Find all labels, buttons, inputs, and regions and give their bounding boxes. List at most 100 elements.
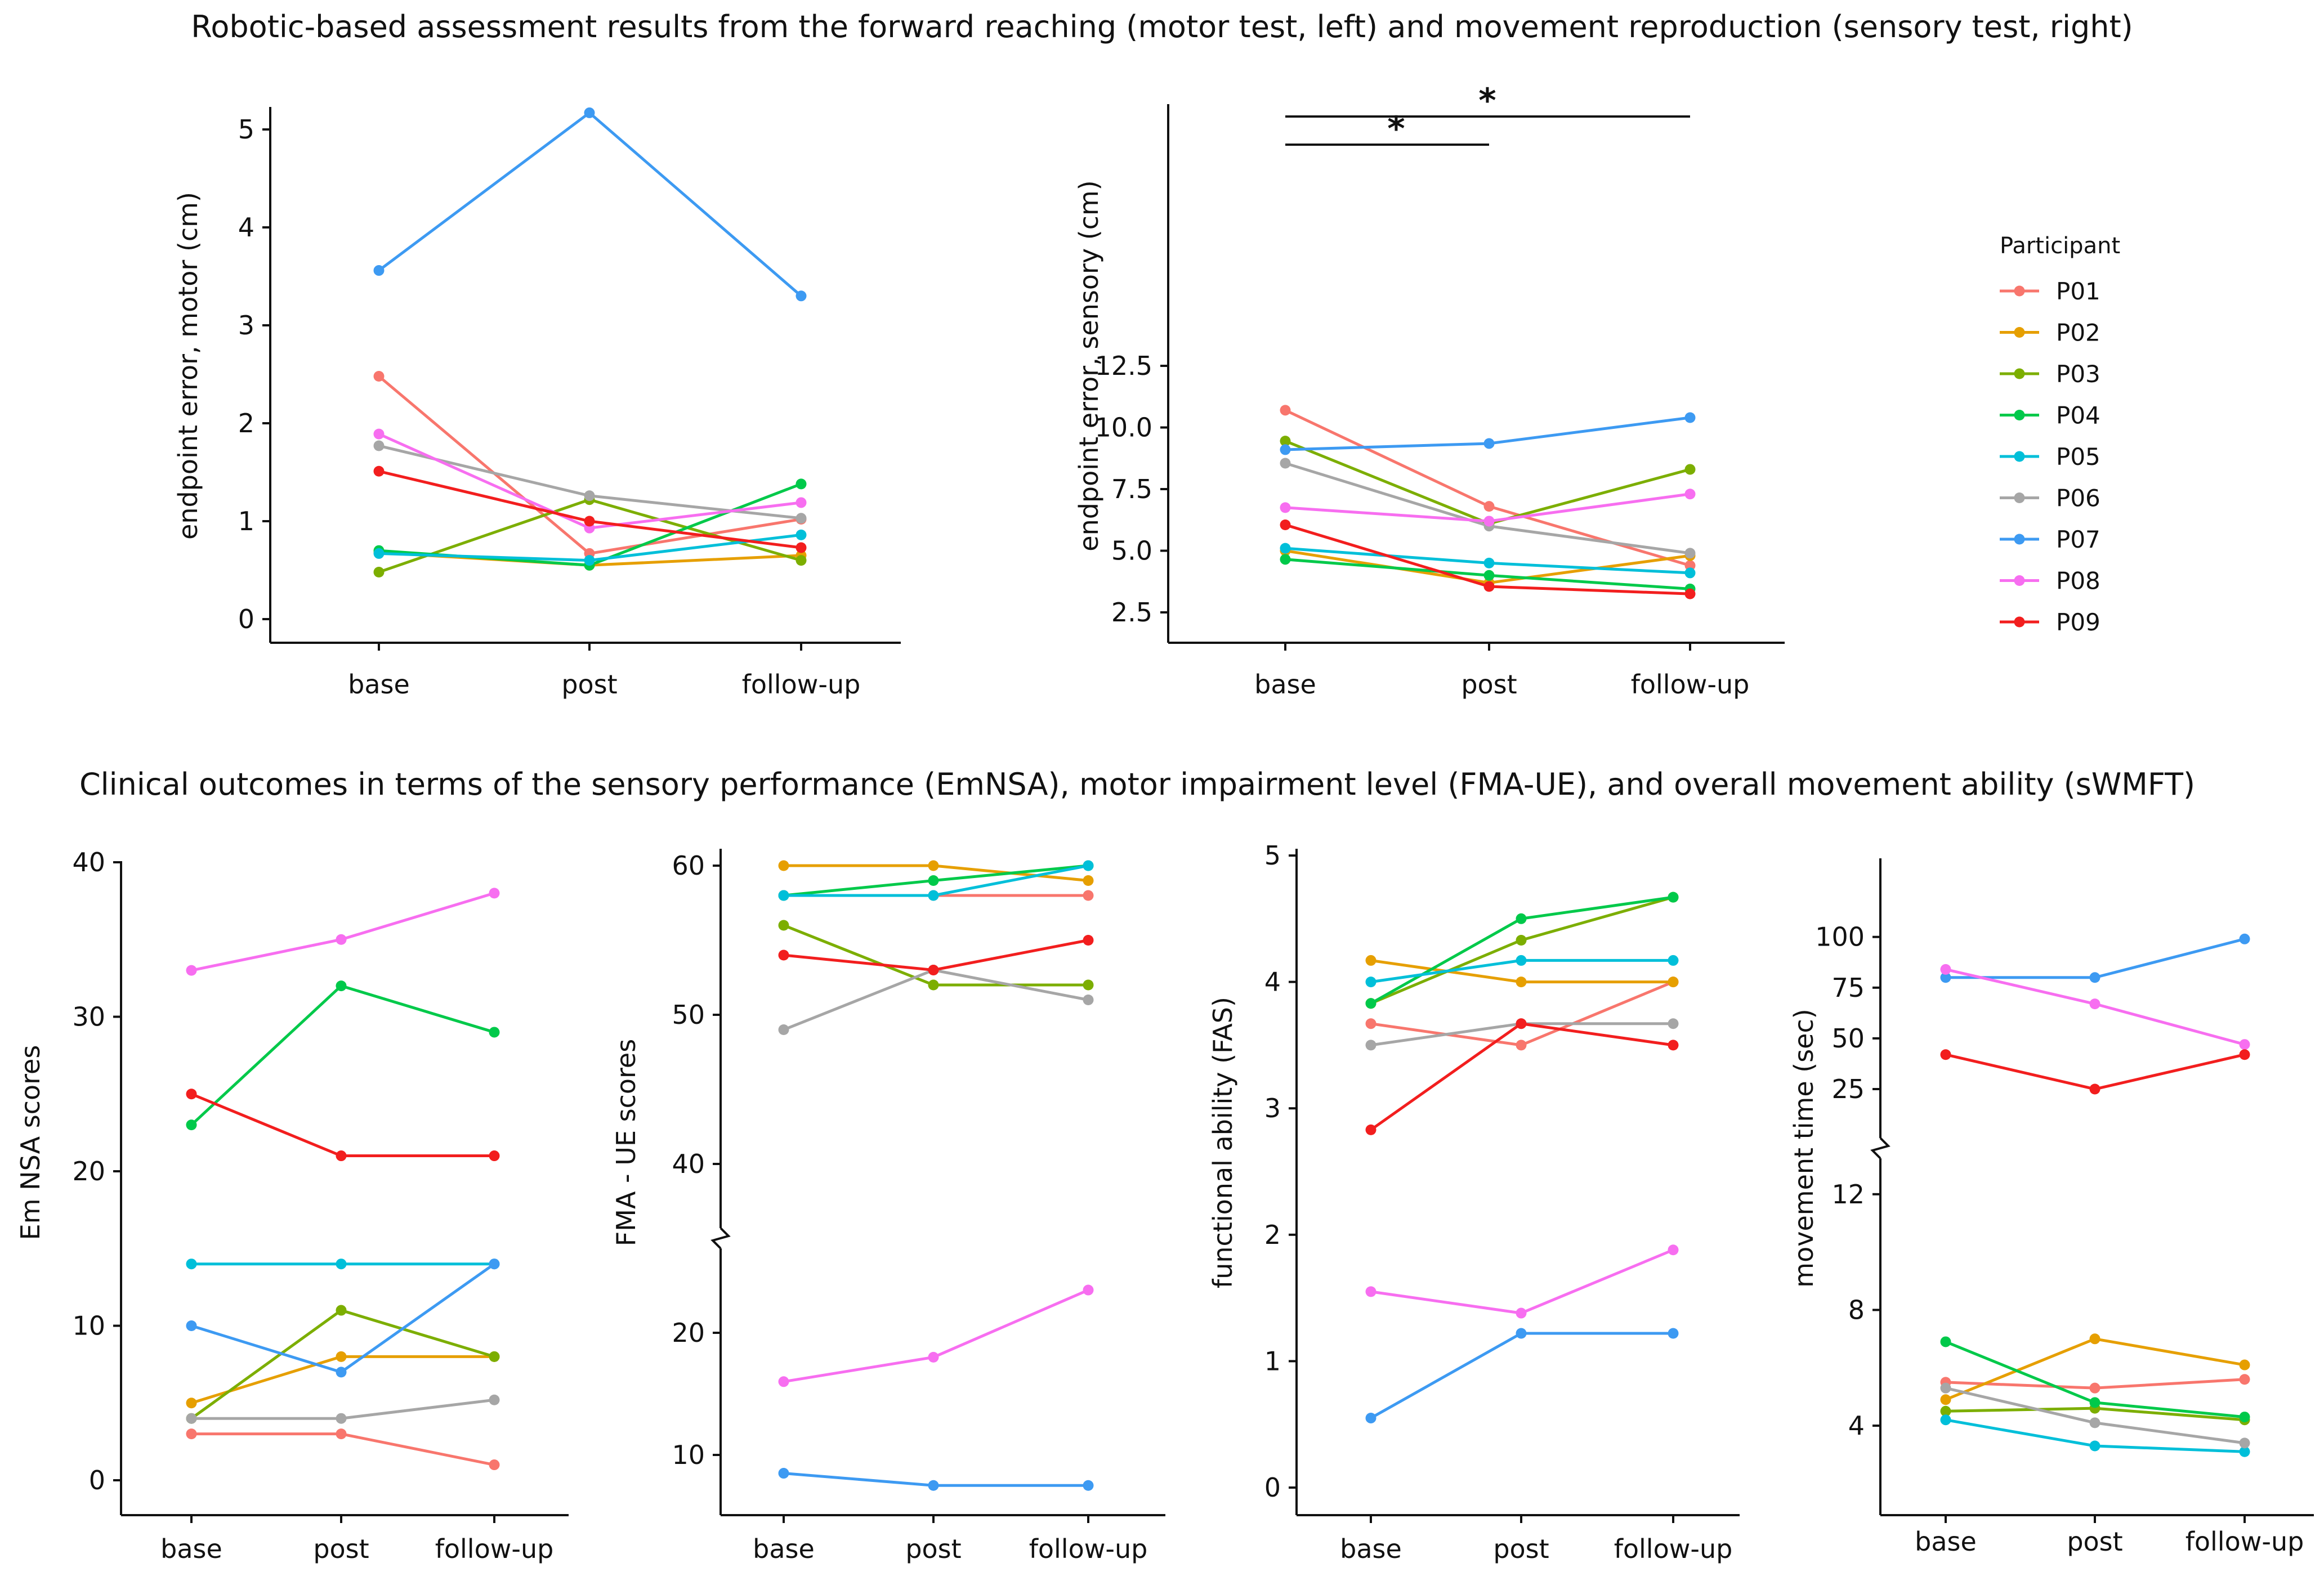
y-tick-label-emnsa: 10 xyxy=(72,1311,105,1341)
x-tick-label-motor: post xyxy=(561,669,617,700)
series-line-P07 xyxy=(378,111,802,297)
data-point-P05 xyxy=(584,555,595,566)
series-line-P03 xyxy=(783,924,1088,987)
y-tick-label-motor: 4 xyxy=(238,212,254,243)
data-point-P06 xyxy=(1668,1018,1679,1029)
x-tick-label-fmaue: base xyxy=(753,1534,815,1564)
data-point-P02 xyxy=(1516,977,1527,988)
data-point-P08 xyxy=(778,1376,789,1387)
data-point-P08 xyxy=(795,497,807,508)
legend-label: P02 xyxy=(2056,319,2100,347)
x-tick-label-emnsa: follow-up xyxy=(435,1534,554,1564)
significance-star: * xyxy=(1387,109,1405,149)
data-point-P06 xyxy=(1684,548,1696,559)
data-point-P02 xyxy=(1365,955,1376,966)
bottom-section-title: Clinical outcomes in terms of the sensor… xyxy=(79,767,2195,802)
data-point-P07 xyxy=(373,265,385,276)
data-point-P05 xyxy=(1083,860,1094,871)
legend-title: Participant xyxy=(2000,233,2120,259)
x-tick-label-motor: follow-up xyxy=(742,669,861,700)
axis-break-wmft xyxy=(1870,1137,1891,1159)
y-tick-label-fas: 5 xyxy=(1264,840,1281,871)
y-axis-label-motor: endpoint error, motor (cm) xyxy=(173,192,203,540)
legend-label: P05 xyxy=(2056,443,2100,471)
data-point-P02 xyxy=(2239,1359,2250,1371)
data-point-P06 xyxy=(373,440,385,451)
y-tick-label-fmaue: 20 xyxy=(672,1318,705,1348)
y-tick-label-sensory: 7.5 xyxy=(1111,474,1152,504)
x-tick-label-motor: base xyxy=(348,669,410,700)
y-tick-label-fas: 4 xyxy=(1264,967,1281,997)
data-point-P08 xyxy=(1684,489,1696,500)
data-point-P08 xyxy=(1365,1286,1376,1297)
data-point-P09 xyxy=(373,465,385,477)
y-tick-label-fmaue: 10 xyxy=(672,1440,705,1470)
panel-motor: 0 1 2 3 4 5 base post follow-up endpoint error, m… xyxy=(173,107,901,700)
legend-swatch-point xyxy=(2014,451,2025,462)
y-tick-label-motor: 1 xyxy=(238,506,254,536)
legend-label: P07 xyxy=(2056,526,2100,553)
data-point-P07 xyxy=(1280,444,1291,455)
series-line-P07 xyxy=(1946,937,2245,979)
data-point-P01 xyxy=(1483,501,1495,512)
x-tick-label-sensory: post xyxy=(1461,669,1517,700)
data-point-P05 xyxy=(778,890,789,901)
data-point-P04 xyxy=(2089,1397,2100,1408)
data-point-P01 xyxy=(1684,560,1696,571)
y-tick-label-wmft: 75 xyxy=(1831,973,1865,1003)
y-tick-label-sensory: 12.5 xyxy=(1095,351,1152,381)
y-tick-label-wmft: 4 xyxy=(1848,1410,1865,1441)
data-point-P05 xyxy=(1668,955,1679,966)
data-point-P04 xyxy=(795,478,807,490)
data-point-P06 xyxy=(489,1394,500,1405)
data-point-P07 xyxy=(1684,412,1696,423)
data-point-P01 xyxy=(1280,405,1291,416)
data-point-P01 xyxy=(373,370,385,382)
y-tick-label-wmft: 8 xyxy=(1848,1295,1865,1325)
data-point-P08 xyxy=(1516,1307,1527,1319)
y-axis-label-fas: functional ability (FAS) xyxy=(1208,997,1238,1288)
data-point-P07 xyxy=(336,1367,347,1378)
data-point-P08 xyxy=(928,1351,939,1363)
data-point-P06 xyxy=(2239,1437,2250,1449)
data-point-P09 xyxy=(1365,1124,1376,1135)
panel-sensory: 2.5 5.0 7.5 10.0 12.5 base post follow-up endpoi… xyxy=(1074,81,1785,700)
data-point-P08 xyxy=(1668,1244,1679,1256)
data-point-P09 xyxy=(1668,1040,1679,1051)
data-point-P06 xyxy=(795,513,807,524)
y-tick-label-fas: 3 xyxy=(1264,1093,1281,1123)
series-line-P03 xyxy=(190,1309,495,1420)
x-tick-label-fmaue: post xyxy=(905,1534,961,1564)
data-point-P09 xyxy=(795,542,807,553)
data-point-P04 xyxy=(1365,998,1376,1009)
y-tick-label-fmaue: 40 xyxy=(672,1149,705,1179)
data-point-P09 xyxy=(2239,1049,2250,1060)
x-tick-label-fas: base xyxy=(1340,1534,1402,1564)
legend: Participant P01 P02 P03 P04 P05 P06 P07 P08 P09 xyxy=(2000,233,2120,636)
y-tick-label-sensory: 10.0 xyxy=(1095,413,1152,443)
data-point-P01 xyxy=(1365,1018,1376,1029)
data-point-P07 xyxy=(1668,1328,1679,1339)
data-point-P02 xyxy=(928,860,939,871)
data-point-P03 xyxy=(373,566,385,577)
x-tick-label-emnsa: base xyxy=(160,1534,222,1564)
data-point-P04 xyxy=(1516,913,1527,924)
data-point-P01 xyxy=(186,1428,197,1440)
data-point-P05 xyxy=(2239,1446,2250,1457)
x-tick-label-wmft: follow-up xyxy=(2186,1526,2304,1557)
data-point-P08 xyxy=(2239,1039,2250,1050)
y-tick-label-sensory: 2.5 xyxy=(1111,597,1152,628)
data-point-P06 xyxy=(2089,1417,2100,1428)
data-point-P07 xyxy=(928,1480,939,1491)
significance-star: * xyxy=(1478,81,1496,120)
y-axis-label-wmft: movement time (sec) xyxy=(1789,1009,1819,1287)
data-point-P09 xyxy=(489,1150,500,1162)
data-point-P09 xyxy=(1516,1018,1527,1029)
series-line-P08 xyxy=(1370,1248,1674,1315)
data-point-P09 xyxy=(1483,581,1495,592)
legend-swatch-point xyxy=(2014,575,2025,586)
y-tick-label-motor: 3 xyxy=(238,310,254,341)
data-point-P01 xyxy=(2239,1374,2250,1385)
series-line-P02 xyxy=(191,1355,494,1405)
